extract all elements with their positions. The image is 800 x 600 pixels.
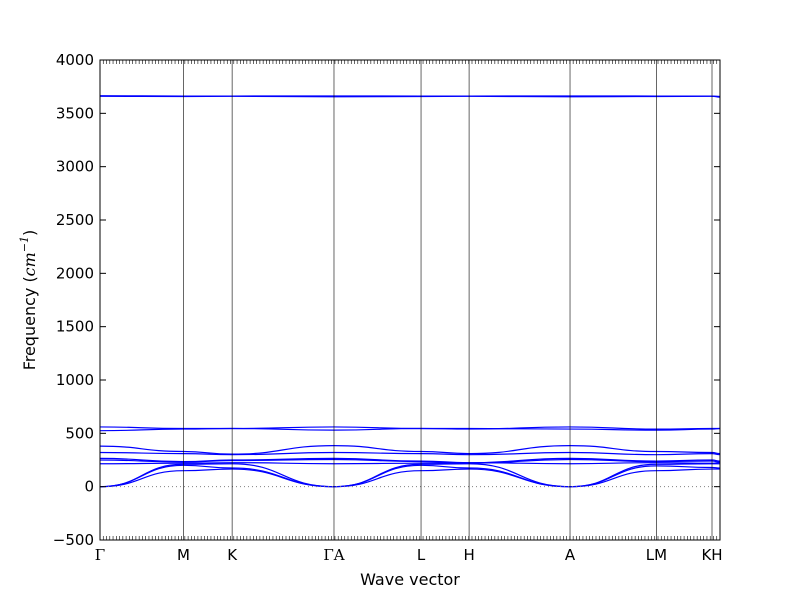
x-tick-label: KH xyxy=(701,546,722,564)
x-tick-label: L xyxy=(417,546,426,564)
x-tick-labels: Γ M K ΓA L H A LM KH xyxy=(95,546,723,564)
y-axis-ticks: −500 0 500 1000 1500 2000 2500 3000 3500 4000 xyxy=(53,51,720,549)
y-tick-label: 4000 xyxy=(56,51,94,69)
y-tick-label: 500 xyxy=(65,424,94,442)
band-line-4 xyxy=(99,462,721,465)
x-axis-label: Wave vector xyxy=(360,570,460,589)
band-line-12 xyxy=(99,95,721,98)
y-tick-label: 0 xyxy=(84,478,94,496)
x-tick-label: K xyxy=(227,546,238,564)
band-line-2 xyxy=(99,464,721,488)
y-tick-label: 1000 xyxy=(56,371,94,389)
band-line-7 xyxy=(99,451,721,456)
plot-frame xyxy=(99,59,721,541)
k-point-vertical-lines xyxy=(183,60,713,540)
band-line-3 xyxy=(99,463,720,488)
band-line-8 xyxy=(99,444,721,455)
band-line-6 xyxy=(99,457,721,464)
x-tick-label: LM xyxy=(646,546,667,564)
band-lines xyxy=(99,95,721,488)
x-tick-label: A xyxy=(565,546,576,564)
y-axis-label: Frequency (cm−1) xyxy=(18,230,39,371)
y-axis-label-suffix: ) xyxy=(20,230,39,236)
y-tick-label: 2500 xyxy=(56,211,94,229)
y-tick-label: 3000 xyxy=(56,158,94,176)
y-axis-label-unit: cm xyxy=(20,252,39,276)
band-line-1 xyxy=(99,468,720,488)
y-tick-label: 3500 xyxy=(56,104,94,122)
x-tick-label: H xyxy=(463,546,474,564)
x-tick-label: M xyxy=(177,546,190,564)
y-tick-label: 2000 xyxy=(56,264,94,282)
x-tick-label: ΓA xyxy=(323,546,344,564)
y-axis-label-exponent: −1 xyxy=(18,236,31,252)
y-tick-label: −500 xyxy=(53,531,94,549)
y-axis-label-prefix: Frequency ( xyxy=(20,276,39,370)
y-tick-label: 1500 xyxy=(56,318,94,336)
x-minor-ticks xyxy=(99,60,721,540)
x-tick-label: Γ xyxy=(95,546,105,564)
band-line-10 xyxy=(99,426,720,430)
